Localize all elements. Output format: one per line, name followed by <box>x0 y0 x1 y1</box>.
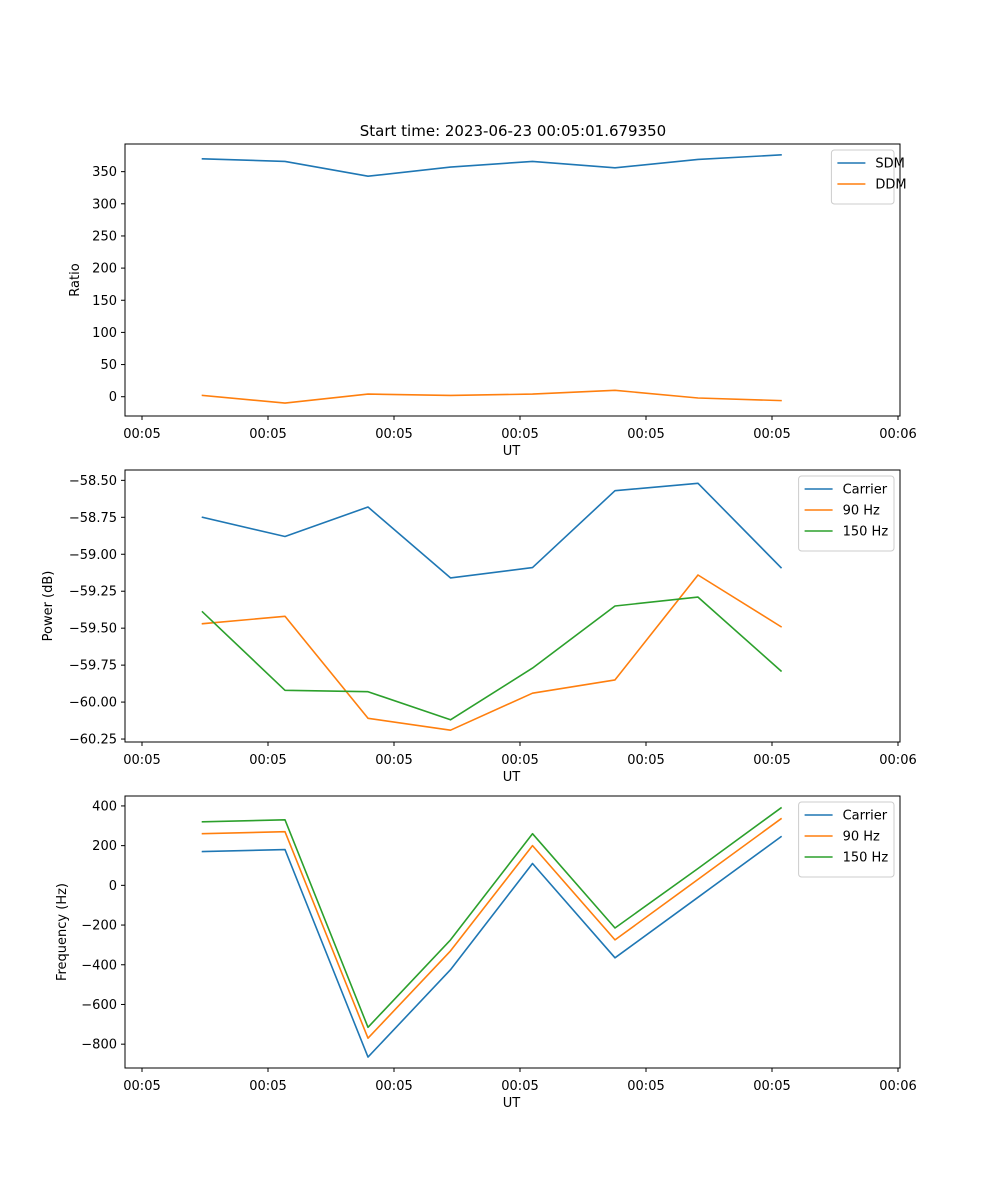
series-line-150-hz <box>201 806 783 1029</box>
y-tick-label: 200 <box>92 262 117 277</box>
y-tick-label: 200 <box>92 839 117 854</box>
x-tick-label: 00:05 <box>249 427 286 442</box>
y-tick-label: −60.25 <box>69 733 117 748</box>
y-tick-label: 250 <box>92 229 117 244</box>
x-tick-label: 00:05 <box>375 1079 412 1094</box>
y-tick-label: 350 <box>92 165 117 180</box>
x-tick-label: 00:05 <box>249 753 286 768</box>
y-tick-label: −59.50 <box>69 622 117 637</box>
y-tick-label: 300 <box>92 197 117 212</box>
y-tick-label: 150 <box>92 294 117 309</box>
y-axis-label: Frequency (Hz) <box>55 883 70 981</box>
y-tick-label: −800 <box>81 1038 117 1053</box>
legend: Carrier 90 Hz 150 Hz <box>798 475 895 552</box>
y-tick-label: 400 <box>92 799 117 814</box>
x-tick-label: 00:05 <box>501 753 538 768</box>
x-tick-label: 00:05 <box>753 1079 790 1094</box>
plot-frame <box>124 795 901 1069</box>
x-tick-label: 00:05 <box>375 753 412 768</box>
legend-box <box>798 801 895 878</box>
legend-label: SDM <box>875 157 904 172</box>
x-tick-label: 00:06 <box>879 753 916 768</box>
chart-title: Start time: 2023-06-23 00:05:01.679350 <box>360 122 666 140</box>
axes-container: 0 50 100 150 200 250 300 350 00:05 00:05 00:05 00:0… <box>41 143 917 1111</box>
x-tick-label: 00:05 <box>123 1079 160 1094</box>
legend-label: Carrier <box>843 483 888 498</box>
x-tick-label: 00:06 <box>879 1079 916 1094</box>
legend-label: DDM <box>875 178 906 193</box>
y-tick-label: −59.25 <box>69 585 117 600</box>
legend: Carrier 90 Hz 150 Hz <box>798 801 895 878</box>
y-axis-label: Ratio <box>68 263 83 296</box>
series-line-ddm <box>201 389 782 404</box>
x-tick-label: 00:05 <box>627 1079 664 1094</box>
x-tick-label: 00:05 <box>123 753 160 768</box>
y-tick-label: −60.00 <box>69 696 117 711</box>
series-line-90-hz <box>201 574 783 732</box>
x-tick-label: 00:05 <box>501 1079 538 1094</box>
y-tick-label: 0 <box>109 879 117 894</box>
series-line-150-hz <box>201 596 783 721</box>
x-tick-label: 00:05 <box>753 427 790 442</box>
x-tick-label: 00:06 <box>879 427 916 442</box>
y-tick-label: 50 <box>100 358 117 373</box>
y-tick-label: −58.75 <box>69 511 117 526</box>
x-axis-label: UT <box>503 1096 521 1111</box>
plot-frame <box>124 143 901 417</box>
series-line-sdm <box>201 154 782 177</box>
series-line-carrier <box>201 482 783 579</box>
x-tick-label: 00:05 <box>501 427 538 442</box>
x-axis-label: UT <box>503 770 521 785</box>
x-tick-label: 00:05 <box>249 1079 286 1094</box>
x-tick-label: 00:05 <box>753 753 790 768</box>
legend-label: 150 Hz <box>843 851 889 866</box>
subplot-2: −60.25 −60.00 −59.75 −59.50 −59.25 −59.00 −58.… <box>41 469 917 785</box>
plot-frame <box>124 469 901 743</box>
x-tick-label: 00:05 <box>375 427 412 442</box>
y-tick-label: −200 <box>81 919 117 934</box>
x-tick-label: 00:05 <box>123 427 160 442</box>
legend-label: Carrier <box>843 809 888 824</box>
y-tick-label: −58.50 <box>69 474 117 489</box>
subplot-1: 0 50 100 150 200 250 300 350 00:05 00:05 00:05 00:0… <box>68 143 917 459</box>
legend-label: 90 Hz <box>843 830 880 845</box>
x-tick-label: 00:05 <box>627 427 664 442</box>
y-tick-label: 0 <box>109 390 117 405</box>
y-tick-label: −600 <box>81 998 117 1013</box>
series-line-carrier <box>201 835 783 1058</box>
y-tick-label: −59.00 <box>69 548 117 563</box>
y-tick-label: −400 <box>81 958 117 973</box>
x-axis-label: UT <box>503 444 521 459</box>
series-line-90-hz <box>201 817 783 1039</box>
subplot-3: −800 −600 −400 −200 0 200 400 00:05 00:05 00:05 00… <box>55 795 917 1111</box>
legend-label: 90 Hz <box>843 504 880 519</box>
legend-box <box>798 475 895 552</box>
legend-label: 150 Hz <box>843 525 889 540</box>
y-axis-label: Power (dB) <box>41 571 56 642</box>
y-tick-label: −59.75 <box>69 659 117 674</box>
legend: SDM DDM <box>830 149 907 205</box>
x-tick-label: 00:05 <box>627 753 664 768</box>
y-tick-label: 100 <box>92 326 117 341</box>
